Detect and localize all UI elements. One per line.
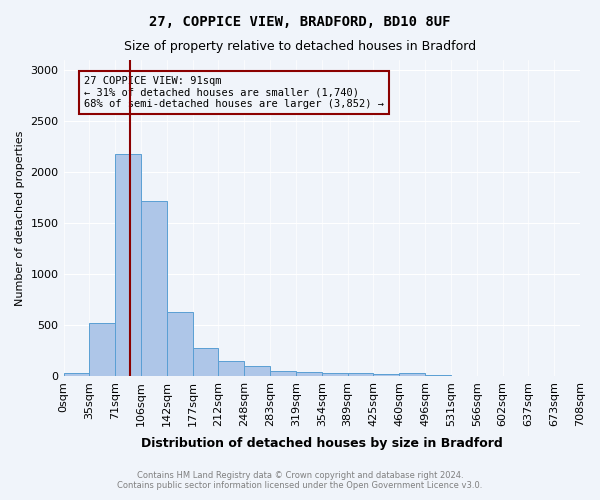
Bar	[296, 372, 322, 376]
Text: Size of property relative to detached houses in Bradford: Size of property relative to detached ho…	[124, 40, 476, 53]
Bar	[270, 371, 296, 376]
Bar	[373, 374, 399, 376]
Bar	[218, 360, 244, 376]
Bar	[89, 323, 115, 376]
Bar	[141, 200, 167, 376]
Bar	[193, 348, 218, 376]
Text: Contains HM Land Registry data © Crown copyright and database right 2024.
Contai: Contains HM Land Registry data © Crown c…	[118, 470, 482, 490]
Bar	[115, 154, 141, 376]
Y-axis label: Number of detached properties: Number of detached properties	[15, 130, 25, 306]
Text: 27, COPPICE VIEW, BRADFORD, BD10 8UF: 27, COPPICE VIEW, BRADFORD, BD10 8UF	[149, 15, 451, 29]
Bar	[322, 373, 347, 376]
Text: 27 COPPICE VIEW: 91sqm
← 31% of detached houses are smaller (1,740)
68% of semi-: 27 COPPICE VIEW: 91sqm ← 31% of detached…	[84, 76, 384, 109]
Bar	[347, 374, 373, 376]
Bar	[399, 373, 425, 376]
Bar	[167, 312, 193, 376]
X-axis label: Distribution of detached houses by size in Bradford: Distribution of detached houses by size …	[141, 437, 503, 450]
Bar	[244, 366, 270, 376]
Bar	[64, 373, 89, 376]
